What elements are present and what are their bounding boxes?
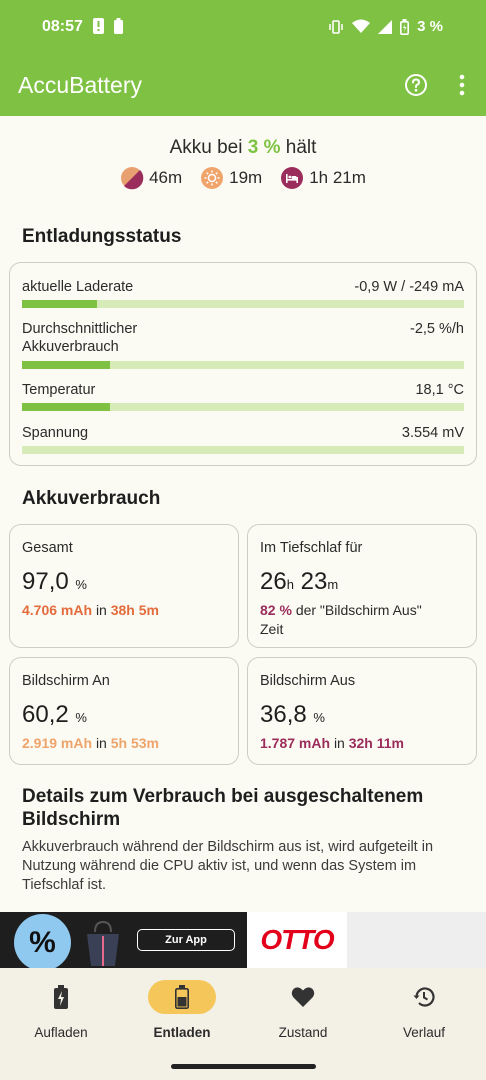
battery-icon — [175, 985, 189, 1009]
nav-item-zustand[interactable]: Zustand — [243, 968, 363, 1048]
voltage-bar — [22, 446, 464, 454]
nav-item-entladen[interactable]: Entladen — [122, 968, 242, 1048]
estimated-times: 46m 19m 1h 21m — [0, 166, 486, 190]
battery-charging-icon — [54, 985, 68, 1009]
total-percent: 97,0 — [22, 568, 69, 595]
sun-icon — [201, 167, 224, 189]
usage-screen-on-card: Bildschirm An 60,2 % 2.919 mAh in 5h 53m — [9, 657, 239, 765]
pie-icon — [121, 167, 144, 190]
discharge-row-voltage: Spannung 3.554 mV — [22, 424, 464, 456]
status-bar: 08:57 3 % — [0, 0, 486, 56]
average-bar — [22, 361, 464, 369]
ad-image[interactable]: % Zur App OTTO — [0, 912, 347, 971]
usage-section-title: Akkuverbrauch — [22, 488, 161, 509]
notification-alert-icon — [93, 18, 104, 34]
nav-item-verlauf[interactable]: Verlauf — [364, 968, 484, 1048]
usage-screen-off-card: Bildschirm Aus 36,8 % 1.787 mAh in 32h 1… — [247, 657, 477, 765]
ad-banner[interactable]: % Zur App OTTO — [0, 912, 486, 971]
bar-fill — [22, 300, 98, 308]
nav-item-aufladen[interactable]: Aufladen — [1, 968, 121, 1048]
rate-bar — [22, 300, 464, 308]
usage-total-card: Gesamt 97,0 % 4.706 mAh in 38h 5m — [9, 524, 239, 648]
bag-icon — [87, 920, 119, 966]
estimate-screen-on: 19m — [200, 166, 262, 190]
discharge-row-temperature: Temperatur 18,1 °C — [22, 381, 464, 413]
status-time: 08:57 — [42, 18, 83, 35]
discharge-row-average: Durchschnittlicher Akkuverbrauch -2,5 %/… — [22, 320, 464, 370]
battery-status-icon — [400, 18, 410, 35]
usage-deep-sleep-card: Im Tiefschlaf für 26h 23m 82 % der "Bild… — [247, 524, 477, 648]
ad-cta-button[interactable]: Zur App — [137, 929, 235, 951]
estimate-combined: 46m — [120, 166, 182, 190]
ad-percent-badge: % — [14, 914, 71, 971]
estimate-screen-off: 1h 21m — [280, 166, 366, 190]
ad-brand-logo: OTTO — [260, 924, 334, 955]
bar-fill — [22, 403, 111, 411]
discharge-row-rate: aktuelle Laderate -0,9 W / -249 mA — [22, 278, 464, 310]
more-options-icon[interactable] — [450, 73, 474, 97]
sleep-icon — [281, 167, 304, 189]
heart-icon — [291, 987, 315, 1007]
history-icon — [413, 987, 435, 1007]
temperature-bar — [22, 403, 464, 411]
bar-fill — [22, 361, 111, 369]
discharge-section-title: Entladungsstatus — [22, 226, 182, 247]
details-text: Akkuverbrauch während der Bildschirm aus… — [22, 839, 434, 893]
help-icon[interactable] — [404, 73, 428, 97]
bottom-navigation: Aufladen Entladen Zustand Verlauf — [0, 968, 486, 1080]
battery-percent-highlight: 3 % — [247, 137, 281, 158]
details-title: Details zum Verbrauch bei ausgeschaltene… — [22, 786, 424, 830]
app-bar: AccuBattery — [0, 56, 486, 116]
battery-hold-line: Akku bei 3 % hält — [169, 137, 317, 158]
signal-icon — [378, 19, 393, 34]
battery-percent: 3 % — [417, 18, 443, 35]
home-indicator[interactable] — [171, 1064, 316, 1069]
discharge-status-card: aktuelle Laderate -0,9 W / -249 mA Durch… — [9, 262, 477, 466]
battery-small-icon — [114, 18, 123, 34]
wifi-icon — [352, 19, 371, 33]
vibrate-icon — [329, 19, 343, 34]
app-title: AccuBattery — [18, 72, 142, 98]
